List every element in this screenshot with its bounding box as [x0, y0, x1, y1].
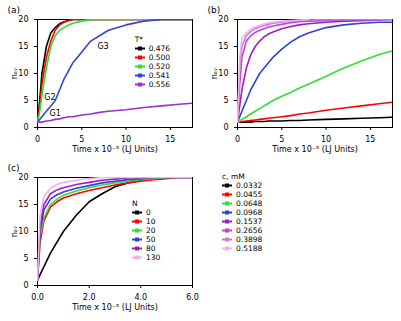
html-text:0.556: 0.556	[148, 80, 171, 90]
svg-text:5: 5	[23, 254, 28, 263]
svg-text:20: 20	[18, 173, 28, 182]
svg-text:10: 10	[18, 69, 28, 78]
svg-text:20: 20	[18, 15, 28, 24]
html-text:c, mM: c, mM	[222, 172, 245, 181]
svg-text:15: 15	[218, 42, 228, 51]
html-text:0.520: 0.520	[148, 62, 171, 72]
svg-text:Time x 10⁻⁵ (LJ Units): Time x 10⁻⁵ (LJ Units)	[71, 145, 158, 154]
html-text:0.0648: 0.0648	[236, 199, 263, 208]
svg-text:nₐᵥ: nₐᵥ	[210, 68, 219, 80]
html-text:20: 20	[146, 225, 156, 235]
svg-text:(c): (c)	[8, 163, 20, 173]
html-text:10: 10	[146, 216, 156, 226]
svg-text:G2: G2	[44, 93, 55, 102]
html-text:0.541: 0.541	[148, 71, 171, 81]
svg-text:0: 0	[35, 135, 40, 144]
html-text:0.1537: 0.1537	[236, 217, 263, 226]
html-text:80: 80	[146, 243, 156, 253]
svg-text:0: 0	[23, 281, 28, 290]
html-text:50: 50	[146, 234, 156, 244]
html-text:0.0332: 0.0332	[236, 181, 263, 190]
html-text:N: N	[132, 198, 138, 208]
svg-text:5: 5	[223, 96, 228, 105]
svg-text:15: 15	[365, 135, 375, 144]
svg-text:15: 15	[18, 200, 28, 209]
svg-text:15: 15	[18, 42, 28, 51]
svg-text:Time x 10⁻⁵ (LJ Units): Time x 10⁻⁵ (LJ Units)	[71, 303, 158, 312]
svg-text:5: 5	[79, 135, 84, 144]
svg-text:4.0: 4.0	[134, 293, 147, 302]
html-text:0.500: 0.500	[148, 53, 171, 63]
html-text:T*: T*	[134, 35, 143, 45]
svg-text:Time x 10⁻⁵ (LJ Units): Time x 10⁻⁵ (LJ Units)	[271, 145, 358, 154]
html-text:0.476: 0.476	[148, 44, 171, 54]
svg-text:0: 0	[23, 123, 28, 132]
html-text:0.0455: 0.0455	[236, 190, 263, 199]
svg-text:2.0: 2.0	[83, 293, 96, 302]
svg-text:5: 5	[23, 96, 28, 105]
svg-text:6.0: 6.0	[186, 293, 199, 302]
svg-text:10: 10	[321, 135, 331, 144]
svg-text:10: 10	[121, 135, 131, 144]
html-text:130: 130	[146, 252, 161, 262]
svg-text:0: 0	[223, 123, 228, 132]
html-text:0.3898: 0.3898	[236, 235, 263, 244]
svg-text:nₐᵥ: nₐᵥ	[10, 226, 19, 238]
svg-text:10: 10	[18, 227, 28, 236]
svg-text:(b): (b)	[208, 5, 221, 15]
html-text:0.0968: 0.0968	[236, 208, 263, 217]
svg-text:10: 10	[218, 69, 228, 78]
svg-text:G1: G1	[50, 109, 61, 118]
html-text:0.2656: 0.2656	[236, 226, 263, 235]
svg-text:15: 15	[165, 135, 175, 144]
svg-text:0: 0	[235, 135, 240, 144]
svg-text:(a): (a)	[8, 5, 21, 15]
svg-text:nₐᵥ: nₐᵥ	[10, 68, 19, 80]
html-text:0: 0	[146, 207, 151, 217]
html-text:0.5188: 0.5188	[236, 244, 263, 253]
svg-text:G3: G3	[97, 42, 108, 51]
svg-text:5: 5	[279, 135, 284, 144]
svg-text:20: 20	[218, 15, 228, 24]
svg-text:0.0: 0.0	[31, 293, 44, 302]
